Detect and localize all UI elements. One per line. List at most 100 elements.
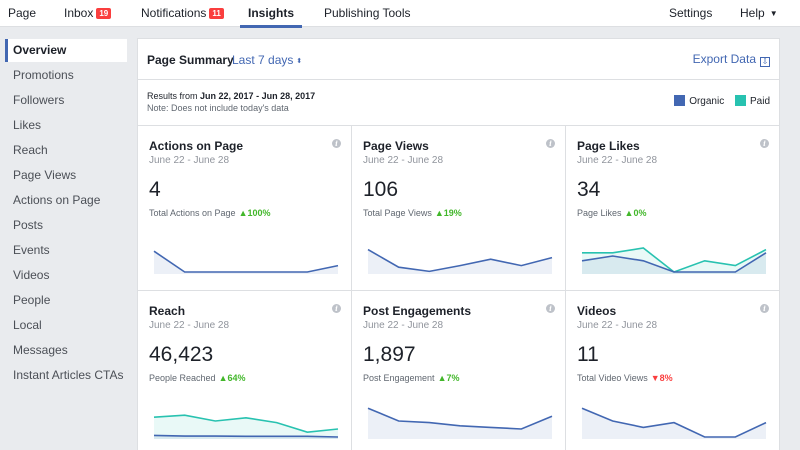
card-metric-label: Total Actions on Page ▲100% — [149, 208, 271, 218]
card-date-range: June 22 - June 28 — [577, 155, 658, 166]
sidebar-item-videos[interactable]: Videos — [13, 268, 50, 282]
summary-header: Page Summary Last 7 days ⬍ Export Data ⇩ — [138, 39, 779, 80]
organic-series-area — [154, 251, 338, 274]
card-page-likes[interactable]: Page Likes June 22 - June 28 i 34 Page L… — [566, 126, 779, 291]
sidebar-item-promotions[interactable]: Promotions — [13, 68, 74, 82]
nav-page-label: Page — [8, 6, 37, 20]
card-date-range: June 22 - June 28 — [149, 320, 230, 331]
nav-inbox-tab[interactable]: Inbox 19 — [64, 0, 112, 27]
sparkline-chart — [581, 407, 767, 439]
organic-series-area — [368, 408, 552, 439]
organic-series-area — [582, 252, 766, 274]
nav-publishing-tools-tab[interactable]: Publishing Tools — [324, 0, 411, 27]
card-title: Page Likes — [577, 139, 640, 153]
card-metric-text: Total Actions on Page — [149, 208, 236, 218]
card-date-range: June 22 - June 28 — [363, 155, 444, 166]
organic-series-line — [581, 252, 767, 273]
nav-insights-tab[interactable]: Insights — [240, 0, 302, 28]
sidebar-item-followers[interactable]: Followers — [13, 93, 65, 107]
results-range: Results from Jun 22, 2017 - Jun 28, 2017 — [147, 91, 315, 101]
info-icon[interactable]: i — [546, 304, 555, 313]
card-actions-on-page[interactable]: Actions on Page June 22 - June 28 i 4 To… — [138, 126, 352, 291]
card-metric-text: People Reached — [149, 373, 216, 383]
results-note: Note: Does not include today's data — [147, 103, 289, 113]
sidebar-item-people[interactable]: People — [13, 293, 51, 307]
insights-sidebar: Overview Promotions Followers Likes Reac… — [0, 28, 132, 450]
date-range-label: Last 7 days — [232, 53, 294, 67]
card-title: Actions on Page — [149, 139, 244, 153]
card-date-range: June 22 - June 28 — [149, 155, 230, 166]
card-metric-label: People Reached ▲64% — [149, 373, 245, 383]
sidebar-item-likes[interactable]: Likes — [13, 118, 42, 132]
legend-paid-label: Paid — [749, 96, 770, 107]
card-value: 106 — [363, 178, 399, 201]
nav-page-tab[interactable]: Page — [8, 0, 36, 27]
organic-series-line — [581, 407, 767, 438]
card-value: 34 — [577, 178, 601, 201]
results-prefix: Results from — [147, 91, 198, 101]
card-delta: ▲19% — [434, 208, 462, 218]
legend-organic: Organic — [674, 95, 724, 107]
sparkline-chart — [367, 407, 553, 439]
card-delta: ▲100% — [238, 208, 271, 218]
info-icon[interactable]: i — [332, 139, 341, 148]
card-page-views[interactable]: Page Views June 22 - June 28 i 106 Total… — [352, 126, 566, 291]
card-metric-text: Page Likes — [577, 208, 622, 218]
sparkline-chart — [581, 247, 767, 274]
sidebar-item-local[interactable]: Local — [13, 318, 42, 332]
organic-swatch — [674, 95, 686, 106]
nav-notifications-label: Notifications — [141, 6, 207, 20]
card-value: 11 — [577, 343, 599, 366]
results-date-range: Jun 22, 2017 - Jun 28, 2017 — [200, 91, 316, 101]
sidebar-item-reach[interactable]: Reach — [13, 143, 48, 157]
card-metric-text: Total Page Views — [363, 208, 432, 218]
card-post-engagements[interactable]: Post Engagements June 22 - June 28 i 1,8… — [352, 291, 566, 450]
sidebar-item-page-views[interactable]: Page Views — [13, 168, 77, 182]
sidebar-item-posts[interactable]: Posts — [13, 218, 44, 232]
settings-link[interactable]: Settings — [669, 0, 712, 27]
card-delta: ▼8% — [650, 373, 673, 383]
help-menu[interactable]: Help ▼ — [740, 0, 778, 27]
legend-paid: Paid — [734, 95, 770, 107]
sparkline-chart — [367, 248, 553, 274]
organic-series-line — [153, 434, 339, 438]
sidebar-item-messages[interactable]: Messages — [13, 343, 68, 357]
nav-notifications-tab[interactable]: Notifications 11 — [141, 0, 224, 27]
card-title: Post Engagements — [363, 304, 472, 318]
sidebar-item-overview[interactable]: Overview — [5, 39, 127, 62]
notifications-count-badge: 11 — [209, 8, 224, 19]
page-title: Page Summary — [147, 53, 234, 67]
sidebar-item-events[interactable]: Events — [13, 243, 50, 257]
card-title: Page Views — [363, 139, 429, 153]
metric-cards-grid: Actions on Page June 22 - June 28 i 4 To… — [138, 125, 779, 450]
date-range-select[interactable]: Last 7 days ⬍ — [232, 53, 302, 67]
organic-series-line — [367, 248, 553, 273]
card-delta: ▲7% — [437, 373, 460, 383]
card-date-range: June 22 - June 28 — [363, 320, 444, 331]
card-value: 4 — [149, 178, 161, 201]
organic-series-area — [582, 408, 766, 439]
sort-arrows-icon: ⬍ — [296, 58, 303, 65]
nav-insights-label: Insights — [247, 6, 294, 20]
sparkline-chart — [153, 250, 339, 274]
card-metric-label: Total Video Views ▼8% — [577, 373, 673, 383]
sidebar-item-actions-on-page[interactable]: Actions on Page — [13, 193, 101, 207]
export-data-button[interactable]: Export Data ⇩ — [693, 52, 770, 67]
info-icon[interactable]: i — [332, 304, 341, 313]
download-icon: ⇩ — [760, 57, 770, 67]
paid-swatch — [734, 95, 746, 106]
info-icon[interactable]: i — [760, 304, 769, 313]
inbox-count-badge: 19 — [96, 8, 112, 19]
info-icon[interactable]: i — [760, 139, 769, 148]
info-icon[interactable]: i — [546, 139, 555, 148]
organic-series-area — [368, 249, 552, 274]
chevron-down-icon: ▼ — [769, 9, 778, 18]
nav-publishing-tools-label: Publishing Tools — [324, 6, 411, 20]
organic-series-line — [367, 407, 553, 430]
card-videos[interactable]: Videos June 22 - June 28 i 11 Total Vide… — [566, 291, 779, 450]
organic-series-line — [153, 250, 339, 273]
sidebar-item-instant-articles-ctas[interactable]: Instant Articles CTAs — [13, 368, 124, 382]
card-delta: ▲0% — [624, 208, 647, 218]
card-reach[interactable]: Reach June 22 - June 28 i 46,423 People … — [138, 291, 352, 450]
legend-organic-label: Organic — [689, 96, 725, 107]
